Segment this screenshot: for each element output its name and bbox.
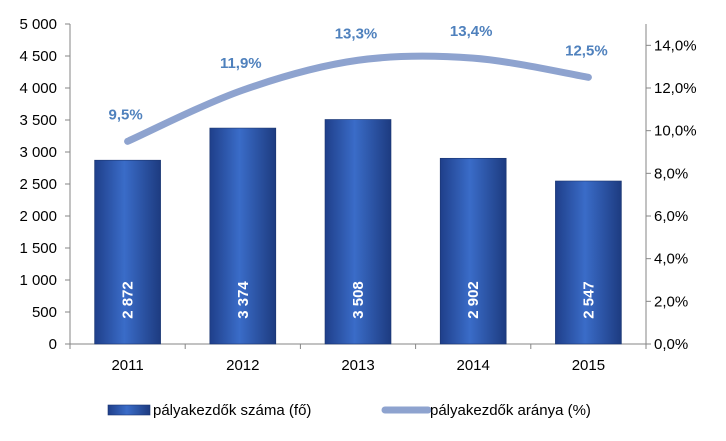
x-tick-label: 2012	[226, 357, 259, 374]
bar-2015	[555, 180, 622, 345]
bar-value-label: 3 508	[350, 281, 367, 319]
line-series: 9,5% 11,9% 13,3% 13,4% 12,5%	[108, 23, 608, 145]
legend: pályakezdők száma (fő) pályakezdők aránya…	[107, 402, 591, 419]
x-tick-label: 2014	[457, 357, 490, 374]
y-left-tick-label: 2 500	[19, 176, 57, 193]
x-tick-label: 2015	[572, 357, 605, 374]
y-left-tick-label: 0	[49, 336, 57, 353]
bar-value-label: 2 902	[465, 281, 482, 319]
bar-2014	[439, 157, 507, 345]
y-right-tick-label: 6,0%	[654, 208, 688, 225]
y-left-tick-label: 3 000	[19, 144, 57, 161]
bar-value-label: 3 374	[235, 281, 252, 319]
bar-value-label: 2 547	[580, 281, 597, 319]
y-right-tick-label: 4,0%	[654, 251, 688, 268]
rate-line	[124, 52, 592, 145]
rate-label: 12,5%	[565, 42, 608, 59]
rate-label: 11,9%	[220, 55, 262, 72]
bar-2012	[209, 127, 277, 345]
y-left-tick-label: 4 500	[19, 48, 57, 65]
y-right-tick-label: 8,0%	[654, 165, 688, 182]
bar-2011	[94, 159, 161, 345]
y-left-tick-label: 5 000	[19, 16, 57, 33]
x-tick-label: 2011	[111, 357, 143, 374]
rate-label: 13,3%	[335, 25, 378, 42]
y-right-tick-label: 0,0%	[654, 336, 688, 353]
y-right-tick-label: 2,0%	[654, 293, 688, 310]
y-right-tick-label: 10,0%	[654, 123, 697, 140]
y-left-tick-label: 4 000	[19, 80, 57, 97]
rate-label: 13,4%	[450, 23, 493, 40]
y-right-tick-label: 12,0%	[654, 80, 697, 97]
y-left-tick-label: 1 000	[19, 272, 57, 289]
axes: 0 500 1 000 1 500 2 000 2 500 3 000 3 500 4 000 4…	[19, 16, 696, 374]
bar-series: 2 872 3 374 3 508 2 902 2 547	[94, 119, 622, 345]
legend-swatch-bar	[107, 404, 151, 416]
y-right-tick-label: 14,0%	[654, 37, 697, 54]
y-left-tick-label: 1 500	[19, 240, 57, 257]
bar-2013	[324, 119, 392, 345]
y-left-tick-label: 2 000	[19, 208, 57, 225]
y-left-tick-label: 500	[32, 304, 57, 321]
legend-label-line: pályakezdők aránya (%)	[430, 402, 591, 419]
y-left-tick-label: 3 500	[19, 112, 57, 129]
legend-label-bar: pályakezdők száma (fő)	[153, 402, 311, 419]
bar-value-label: 2 872	[120, 281, 137, 319]
x-tick-label: 2013	[341, 357, 374, 374]
rate-label: 9,5%	[108, 106, 142, 123]
